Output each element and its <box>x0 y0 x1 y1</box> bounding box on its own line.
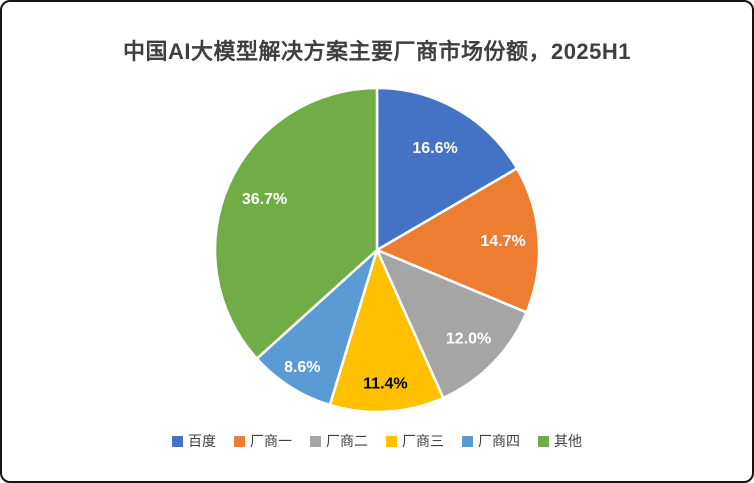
legend-swatch <box>172 435 183 447</box>
legend-item-厂商二: 厂商二 <box>310 431 368 451</box>
legend-label: 厂商三 <box>402 433 444 449</box>
legend-label: 厂商一 <box>250 433 292 449</box>
data-label-厂商二: 12.0% <box>446 331 491 348</box>
legend-label: 百度 <box>188 433 216 449</box>
pie-slice-百度 <box>375 86 519 252</box>
legend-item-百度: 百度 <box>172 431 216 451</box>
pie-slice-厂商三 <box>328 248 445 414</box>
pie-slice-厂商四 <box>255 248 379 407</box>
legend-item-厂商三: 厂商三 <box>386 431 444 451</box>
legend-label: 其他 <box>554 433 582 449</box>
chart-title: 中国AI大模型解决方案主要厂商市场份额，2025H1 <box>122 39 632 64</box>
legend-item-其他: 其他 <box>538 431 582 451</box>
data-label-其他: 36.7% <box>242 191 287 208</box>
legend-swatch <box>462 435 473 447</box>
pie-slice-厂商一 <box>375 167 541 314</box>
data-label-厂商四: 8.6% <box>284 359 320 376</box>
chart-legend: 百度 厂商一 厂商二 厂商三 厂商四 其他 <box>2 431 752 451</box>
legend-swatch <box>386 435 397 447</box>
pie-slice-其他 <box>213 86 379 360</box>
legend-item-厂商四: 厂商四 <box>462 431 520 451</box>
data-label-百度: 16.6% <box>412 140 457 157</box>
legend-label: 厂商二 <box>326 433 368 449</box>
data-label-厂商一: 14.7% <box>480 233 525 250</box>
legend-swatch <box>310 435 321 447</box>
legend-label: 厂商四 <box>478 433 520 449</box>
legend-item-厂商一: 厂商一 <box>234 431 292 451</box>
pie-slice-厂商二 <box>375 248 528 400</box>
legend-swatch <box>234 435 245 447</box>
data-label-厂商三: 11.4% <box>363 375 407 392</box>
legend-swatch <box>538 435 549 447</box>
